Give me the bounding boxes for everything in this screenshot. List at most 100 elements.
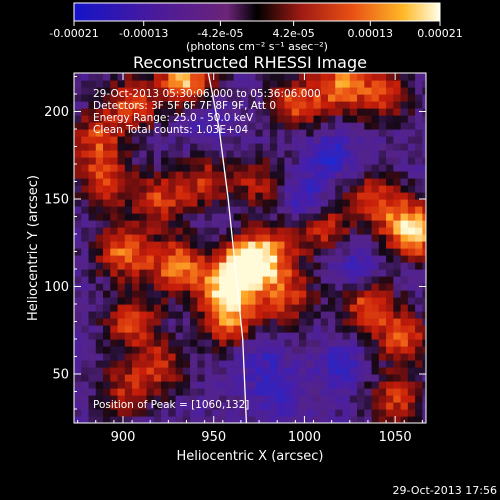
image-cell	[386, 297, 394, 305]
image-cell	[291, 150, 300, 158]
image-cell	[226, 290, 235, 298]
image-cell	[262, 227, 271, 235]
image-cell	[357, 262, 365, 270]
image-cell	[197, 290, 206, 298]
image-cell	[371, 115, 380, 123]
image-cell	[233, 206, 242, 214]
image-cell	[364, 227, 373, 235]
image-cell	[95, 269, 104, 277]
image-cell	[190, 192, 198, 200]
image-cell	[219, 206, 227, 214]
image-cell	[124, 101, 133, 109]
image-cell	[161, 241, 169, 249]
image-cell	[371, 416, 380, 423]
image-cell	[168, 192, 177, 200]
image-cell	[182, 346, 191, 354]
image-cell	[197, 115, 206, 123]
image-cell	[342, 297, 351, 305]
image-cell	[335, 339, 344, 347]
image-cell	[320, 409, 329, 417]
image-cell	[393, 276, 402, 284]
image-cell	[124, 353, 133, 361]
image-cell	[255, 157, 264, 165]
image-cell	[407, 80, 416, 88]
image-cell	[211, 269, 220, 277]
image-cell	[291, 101, 300, 109]
annotation-total-counts: Clean Total counts: 1.03E+04	[93, 124, 248, 136]
image-cell	[190, 129, 198, 137]
image-cell	[291, 199, 300, 207]
image-cell	[262, 262, 271, 270]
image-cell	[255, 311, 264, 319]
image-cell	[233, 374, 242, 382]
image-cell	[103, 374, 111, 382]
image-cell	[306, 213, 315, 221]
image-cell	[371, 220, 380, 228]
image-cell	[306, 199, 315, 207]
image-cell	[204, 409, 213, 417]
image-cell	[335, 234, 344, 242]
image-cell	[95, 94, 104, 102]
image-cell	[386, 402, 394, 410]
image-cell	[371, 129, 380, 137]
image-cell	[161, 234, 169, 242]
image-cell	[342, 262, 351, 270]
image-cell	[190, 332, 198, 340]
image-cell	[211, 157, 220, 165]
image-cell	[139, 360, 148, 368]
image-cell	[161, 248, 169, 256]
image-cell	[386, 136, 394, 144]
image-cell	[240, 290, 249, 298]
image-cell	[393, 199, 402, 207]
image-cell	[400, 108, 409, 116]
image-cell	[386, 178, 394, 186]
image-cell	[335, 227, 344, 235]
image-cell	[255, 346, 264, 354]
image-cell	[182, 171, 191, 179]
image-cell	[393, 213, 402, 221]
image-cell	[291, 157, 300, 165]
image-cell	[74, 276, 82, 284]
image-cell	[393, 346, 402, 354]
image-cell	[182, 262, 191, 270]
image-cell	[255, 325, 264, 333]
image-cell	[233, 150, 242, 158]
image-cell	[386, 255, 394, 263]
image-cell	[349, 241, 358, 249]
image-cell	[415, 115, 423, 123]
image-cell	[313, 206, 322, 214]
image-cell	[95, 290, 104, 298]
image-cell	[182, 395, 191, 403]
image-cell	[197, 402, 206, 410]
image-cell	[175, 297, 184, 305]
image-cell	[393, 360, 402, 368]
image-cell	[117, 325, 126, 333]
image-cell	[226, 276, 235, 284]
image-cell	[407, 227, 416, 235]
image-cell	[233, 143, 242, 151]
image-cell	[197, 87, 206, 95]
image-cell	[110, 269, 119, 277]
image-cell	[320, 367, 329, 375]
image-cell	[95, 381, 104, 389]
image-cell	[240, 157, 249, 165]
image-cell	[415, 213, 423, 221]
image-cell	[124, 199, 133, 207]
image-cell	[291, 178, 300, 186]
image-cell	[248, 164, 256, 172]
image-cell	[400, 73, 409, 81]
image-cell	[146, 402, 155, 410]
image-cell	[269, 332, 278, 340]
image-cell	[233, 248, 242, 256]
image-cell	[277, 94, 285, 102]
image-cell	[400, 311, 409, 319]
image-cell	[422, 388, 426, 396]
image-cell	[211, 101, 220, 109]
image-cell	[422, 143, 426, 151]
image-cell	[277, 185, 285, 193]
image-cell	[422, 367, 426, 375]
image-cell	[328, 353, 336, 361]
image-cell	[320, 94, 329, 102]
image-cell	[306, 318, 315, 326]
image-cell	[110, 332, 119, 340]
